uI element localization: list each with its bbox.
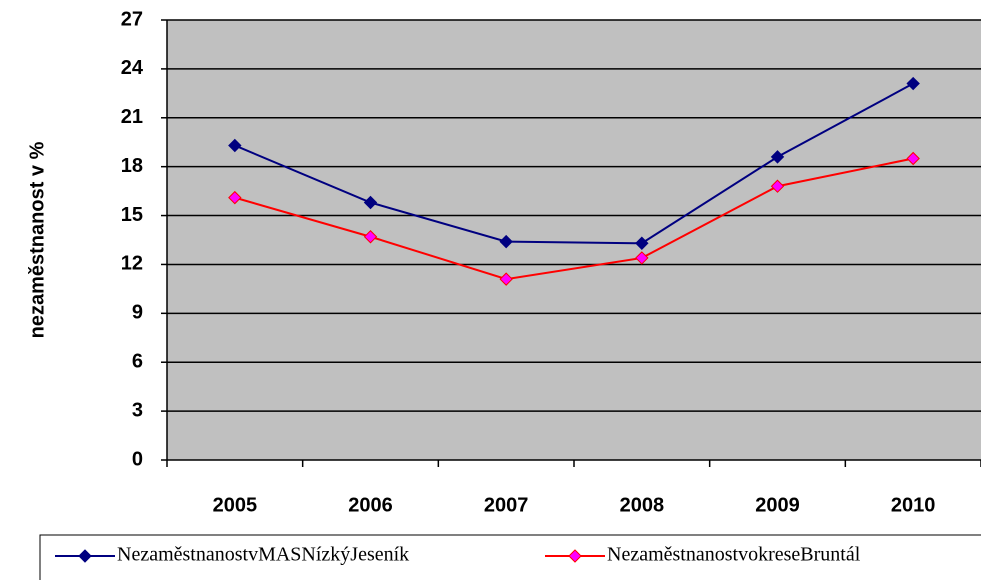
y-tick-label: 21: [121, 106, 143, 128]
y-tick-label: 9: [132, 302, 143, 324]
marker: [906, 76, 920, 91]
marker: [635, 236, 649, 250]
y-tick-label: 24: [121, 57, 144, 79]
x-tick-label: 2009: [755, 494, 800, 516]
x-tick-label: 2005: [213, 494, 258, 516]
y-axis-label: nezaměstnanost v %: [26, 141, 48, 338]
y-tick-label: 27: [121, 8, 143, 30]
marker: [228, 190, 242, 205]
series-line: [234, 157, 914, 281]
y-tick-label: 6: [132, 351, 143, 373]
series-line: [234, 82, 914, 245]
y-tick-label: 0: [132, 448, 143, 470]
marker: [363, 230, 378, 244]
legend-label: NezaměstnanostvokreseBruntál: [607, 544, 861, 566]
x-tick-label: 2007: [484, 494, 529, 516]
y-tick-label: 3: [132, 399, 143, 421]
y-tick-label: 12: [121, 253, 143, 275]
x-tick-label: 2008: [620, 494, 665, 516]
marker: [770, 150, 785, 164]
legend-label: NezaměstnanostvMASNízkýJeseník: [117, 544, 409, 566]
marker: [363, 195, 378, 210]
marker: [499, 272, 513, 286]
y-tick-label: 15: [121, 204, 143, 226]
marker: [770, 179, 785, 193]
x-tick-label: 2006: [348, 494, 393, 516]
marker: [906, 151, 920, 166]
plot-area: [167, 20, 981, 460]
x-tick-label: 2010: [891, 494, 936, 516]
y-tick-label: 18: [121, 155, 143, 177]
marker: [228, 138, 242, 153]
marker: [499, 234, 513, 249]
legend-box: [39, 534, 981, 585]
legend-marker: [568, 549, 582, 563]
legend-marker: [78, 549, 92, 563]
marker: [635, 251, 649, 265]
